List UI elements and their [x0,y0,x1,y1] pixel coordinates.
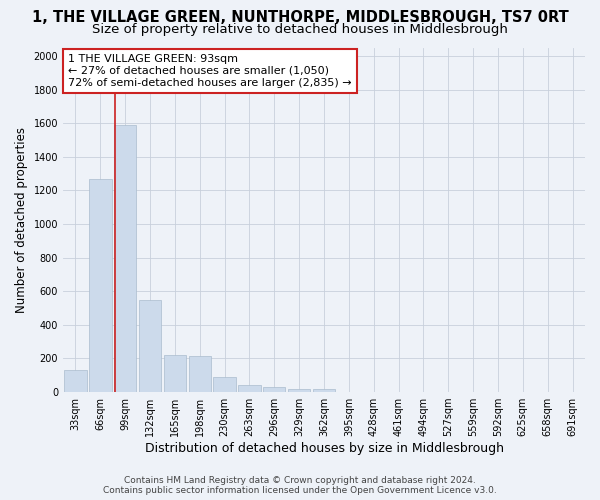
Bar [214,377,236,392]
Bar [139,300,161,392]
X-axis label: Distribution of detached houses by size in Middlesbrough: Distribution of detached houses by size … [145,442,503,455]
Bar [114,125,136,392]
Text: Contains HM Land Registry data © Crown copyright and database right 2024.
Contai: Contains HM Land Registry data © Crown c… [103,476,497,495]
Bar [188,356,211,392]
Text: 1 THE VILLAGE GREEN: 93sqm
← 27% of detached houses are smaller (1,050)
72% of s: 1 THE VILLAGE GREEN: 93sqm ← 27% of deta… [68,54,352,88]
Y-axis label: Number of detached properties: Number of detached properties [15,127,28,313]
Bar [238,384,260,392]
Bar [164,355,186,392]
Bar [313,388,335,392]
Bar [89,178,112,392]
Text: Size of property relative to detached houses in Middlesbrough: Size of property relative to detached ho… [92,22,508,36]
Bar [64,370,86,392]
Bar [288,388,310,392]
Text: 1, THE VILLAGE GREEN, NUNTHORPE, MIDDLESBROUGH, TS7 0RT: 1, THE VILLAGE GREEN, NUNTHORPE, MIDDLES… [32,10,568,25]
Bar [263,387,286,392]
